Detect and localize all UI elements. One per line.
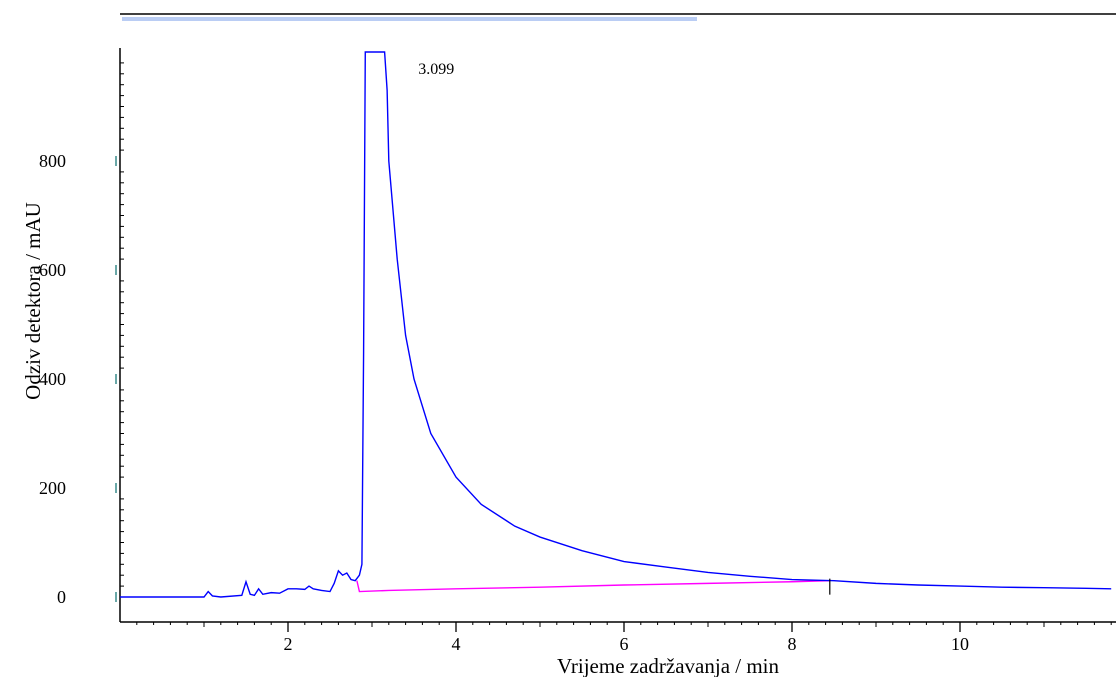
x-tick-label: 2: [284, 634, 293, 654]
x-tick-label: 6: [620, 634, 629, 654]
x-tick-label: 4: [452, 634, 461, 654]
x-axis-title: Vrijeme zadržavanja / min: [557, 654, 780, 677]
baseline-series-line: [356, 579, 830, 593]
x-tick-label: 8: [788, 634, 797, 654]
y-axis-title: Odziv detektora / mAU: [21, 202, 45, 400]
y-tick-label: 400: [39, 369, 66, 389]
plot-area: [120, 51, 1112, 598]
y-tick-label: 0: [57, 587, 66, 607]
header-strip: [122, 17, 697, 21]
x-tick-label: 10: [951, 634, 969, 654]
x-axis-ticks: 2 4 6 8 10: [284, 622, 969, 654]
signal-series-line: [120, 51, 1112, 598]
minor-ticks: [120, 62, 1112, 627]
peak-label: 3.099: [418, 61, 454, 78]
y-axis-ticks: 0 200 400 600 800: [39, 151, 117, 607]
y-tick-label: 200: [39, 478, 66, 498]
y-tick-label: 800: [39, 151, 66, 171]
y-tick-label: 600: [39, 260, 66, 280]
